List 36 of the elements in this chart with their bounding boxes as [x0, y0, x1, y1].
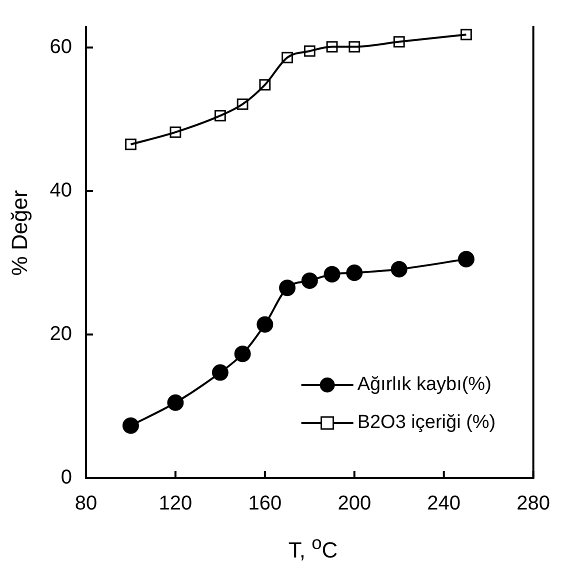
legend-label: B2O3 içeriği (%) — [357, 412, 496, 434]
x-tick-label: 120 — [158, 492, 192, 515]
x-axis-title: T, $^{o}$C — [287, 532, 339, 564]
y-axis-title: % Değer — [7, 189, 33, 278]
x-tick-label: 160 — [248, 492, 282, 515]
x-tick-label: 240 — [427, 492, 461, 515]
point — [346, 264, 363, 282]
point — [122, 417, 139, 434]
point — [279, 280, 296, 296]
point — [304, 45, 316, 57]
point — [212, 364, 228, 381]
point — [167, 394, 184, 411]
point — [256, 316, 274, 333]
point — [301, 272, 318, 289]
point — [324, 266, 340, 282]
x-tick-label: 280 — [516, 492, 550, 515]
point — [390, 260, 408, 278]
point — [458, 250, 474, 268]
point — [259, 79, 271, 91]
x-tick-label: 80 — [74, 492, 98, 515]
point — [393, 36, 405, 48]
point — [234, 346, 251, 362]
y-tick-label: 60 — [50, 36, 72, 58]
point — [326, 41, 338, 53]
point — [460, 28, 472, 40]
y-tick-label: 40 — [50, 180, 72, 202]
point — [125, 138, 136, 150]
point — [214, 110, 226, 122]
point — [348, 41, 360, 53]
point — [236, 98, 248, 110]
y-tick-label: 20 — [50, 323, 72, 346]
x-tick-label: 200 — [338, 492, 372, 515]
y-tick-label: 0 — [60, 466, 72, 489]
point — [170, 126, 182, 138]
point — [282, 52, 293, 64]
legend-label: Ağırlık kaybı(%) — [357, 374, 492, 396]
